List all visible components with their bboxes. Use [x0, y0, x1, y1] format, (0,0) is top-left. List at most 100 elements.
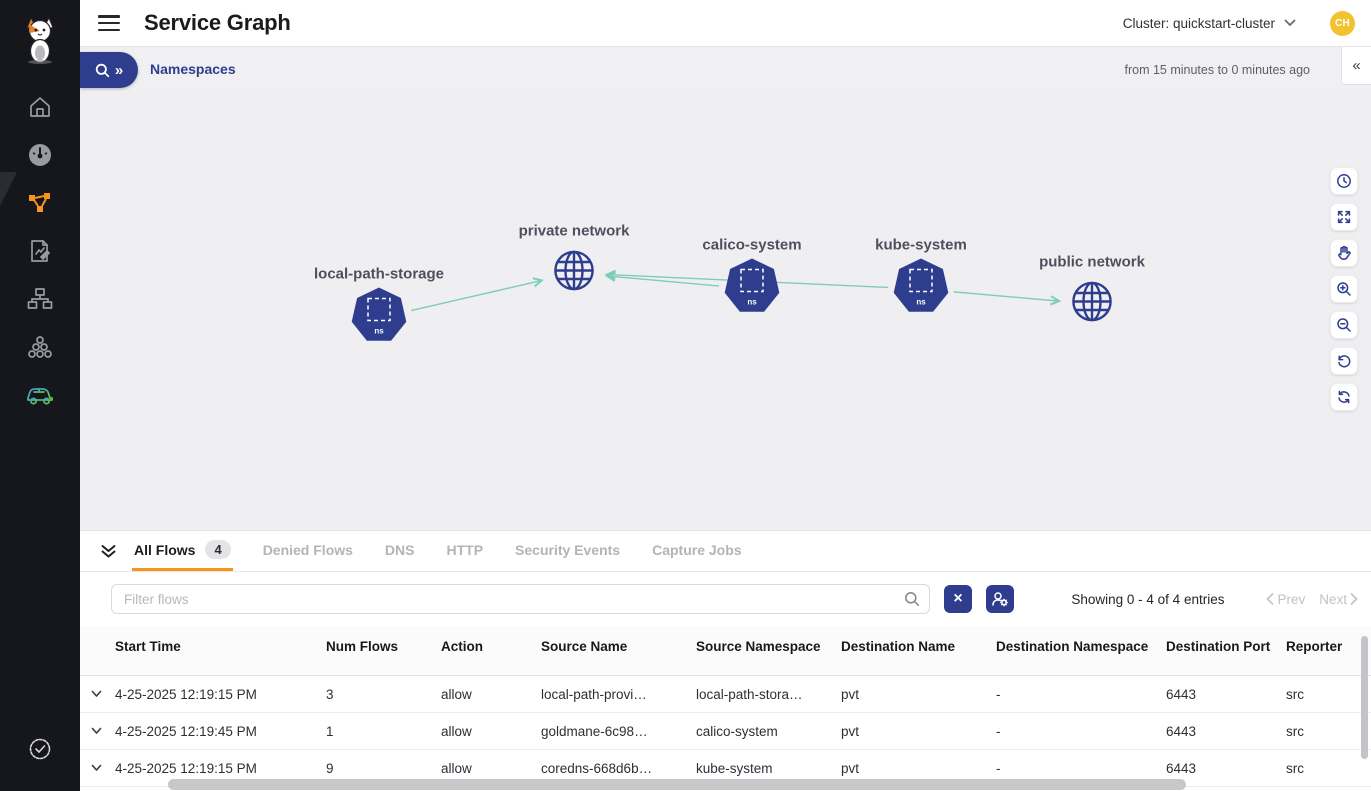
- col-destination-port[interactable]: Destination Port: [1166, 639, 1271, 654]
- zoom-in-button[interactable]: [1330, 275, 1358, 303]
- refresh-icon: [1338, 390, 1350, 404]
- user-gear-icon: [992, 592, 1008, 607]
- sidebar-item-car[interactable]: [0, 371, 80, 419]
- filter-flows-input[interactable]: [111, 584, 930, 614]
- flows-tab[interactable]: Capture Jobs: [650, 531, 743, 571]
- tab-label: HTTP: [446, 541, 484, 558]
- svg-text:ns: ns: [374, 327, 384, 336]
- col-reporter[interactable]: Reporter: [1286, 639, 1343, 654]
- tab-count-badge: 4: [205, 540, 231, 559]
- search-icon: [95, 63, 110, 77]
- close-icon: ×: [953, 590, 963, 607]
- tab-label: Capture Jobs: [652, 541, 742, 558]
- expand-search-icon: »: [114, 61, 124, 79]
- cell-num-flows: 1: [326, 723, 334, 739]
- column-settings-button[interactable]: [986, 585, 1014, 613]
- sidebar-item-certification[interactable]: [0, 725, 80, 773]
- sidebar-item-dashboard[interactable]: [0, 131, 80, 179]
- cluster-circles-icon: [28, 336, 52, 358]
- col-action[interactable]: Action: [441, 639, 483, 654]
- row-expand-chevron-icon[interactable]: [88, 764, 115, 772]
- graph-node-calico-system[interactable]: ns: [721, 256, 783, 323]
- graph-node-local-path-storage[interactable]: ns: [348, 285, 410, 352]
- time-machine-button[interactable]: [1330, 167, 1358, 195]
- chevron-down-icon: [1284, 19, 1296, 27]
- row-expand-chevron-icon[interactable]: [88, 690, 115, 698]
- cell-start-time: 4-25-2025 12:19:15 PM: [115, 760, 257, 776]
- hamburger-menu-icon[interactable]: [98, 15, 120, 31]
- service-graph-icon: [29, 193, 50, 212]
- vertical-scrollbar[interactable]: [1361, 636, 1368, 759]
- pan-hand-button[interactable]: [1330, 239, 1358, 267]
- col-destination-name[interactable]: Destination Name: [841, 639, 956, 654]
- col-destination-namespace[interactable]: Destination Namespace: [996, 639, 1149, 654]
- sidebar-item-cluster[interactable]: [0, 323, 80, 371]
- chevron-right-icon: [1350, 593, 1358, 605]
- flows-tab[interactable]: DNS: [383, 531, 417, 571]
- prev-page-button[interactable]: Prev: [1266, 592, 1305, 607]
- sidebar-item-network[interactable]: [0, 275, 80, 323]
- flows-table: Start Time Num Flows Action Source Name …: [80, 626, 1371, 787]
- breadcrumb[interactable]: Namespaces: [150, 61, 236, 77]
- user-avatar[interactable]: CH: [1330, 10, 1355, 36]
- network-topology-icon: [27, 288, 53, 309]
- graph-node-label: calico-system: [702, 236, 802, 254]
- service-graph-canvas[interactable]: ns local-path-storage private network ns cal…: [80, 93, 1371, 530]
- cluster-dropdown[interactable]: Cluster: quickstart-cluster: [1123, 16, 1296, 31]
- flows-tab[interactable]: Denied Flows: [261, 531, 355, 571]
- chevron-left-icon: [1266, 593, 1274, 605]
- graph-toolbar: [1330, 167, 1358, 411]
- col-source-name[interactable]: Source Name: [541, 639, 628, 654]
- col-num-flows[interactable]: Num Flows: [326, 639, 399, 654]
- search-icon: [905, 592, 919, 606]
- hand-icon: [1338, 245, 1351, 260]
- col-start-time[interactable]: Start Time: [115, 639, 181, 654]
- clock-icon: [1337, 174, 1351, 188]
- table-row[interactable]: 4-25-2025 12:19:15 PM 3 allow local-path…: [80, 676, 1371, 713]
- car-icon: [27, 388, 53, 405]
- cell-destination-namespace: -: [996, 723, 1001, 739]
- double-chevron-down-icon: [101, 544, 115, 557]
- flows-tab[interactable]: Security Events: [513, 531, 622, 571]
- table-header-row: Start Time Num Flows Action Source Name …: [80, 626, 1371, 676]
- expand-arrows-icon: [1337, 210, 1351, 224]
- active-fold-decoration: [0, 172, 17, 206]
- horizontal-scrollbar[interactable]: [168, 779, 1186, 790]
- graph-node-private-network[interactable]: [548, 245, 600, 302]
- cell-source-name: goldmane-6c98…: [541, 723, 648, 739]
- flows-tab[interactable]: All Flows 4: [132, 531, 233, 571]
- table-body: 4-25-2025 12:19:15 PM 3 allow local-path…: [80, 676, 1371, 787]
- fit-screen-button[interactable]: [1330, 203, 1358, 231]
- sidebar-item-reports[interactable]: [0, 227, 80, 275]
- cell-destination-name: pvt: [841, 760, 860, 776]
- next-page-button[interactable]: Next: [1319, 592, 1358, 607]
- home-icon: [30, 97, 50, 117]
- clear-filter-button[interactable]: ×: [944, 585, 972, 613]
- graph-search-button[interactable]: »: [80, 52, 138, 88]
- col-source-namespace[interactable]: Source Namespace: [696, 639, 821, 654]
- cell-source-namespace: kube-system: [696, 760, 773, 776]
- calico-cat-logo[interactable]: [18, 16, 62, 69]
- collapse-right-panel-button[interactable]: «: [1341, 47, 1371, 85]
- undo-rotate-icon: [1338, 355, 1351, 368]
- sidebar-item-service-graph[interactable]: [0, 179, 80, 227]
- flows-tab[interactable]: HTTP: [444, 531, 485, 571]
- graph-node-public-network[interactable]: [1066, 276, 1118, 333]
- cell-start-time: 4-25-2025 12:19:45 PM: [115, 723, 257, 739]
- collapse-flows-panel-button[interactable]: [96, 539, 120, 563]
- cell-destination-name: pvt: [841, 723, 860, 739]
- cell-destination-port: 6443: [1166, 686, 1197, 702]
- sidebar-item-home[interactable]: [0, 83, 80, 131]
- graph-node-label: public network: [1039, 253, 1145, 271]
- tab-label: All Flows: [134, 541, 196, 558]
- sidebar: [0, 0, 80, 791]
- refresh-button[interactable]: [1330, 383, 1358, 411]
- graph-node-kube-system[interactable]: ns: [890, 256, 952, 323]
- time-range-label: from 15 minutes to 0 minutes ago: [1124, 63, 1310, 77]
- flows-tabbar: All Flows 4 Denied Flows DNS HTTP: [80, 531, 1371, 572]
- svg-text:ns: ns: [747, 298, 757, 307]
- reset-layout-button[interactable]: [1330, 347, 1358, 375]
- table-row[interactable]: 4-25-2025 12:19:45 PM 1 allow goldmane-6…: [80, 713, 1371, 750]
- row-expand-chevron-icon[interactable]: [88, 727, 115, 735]
- zoom-out-button[interactable]: [1330, 311, 1358, 339]
